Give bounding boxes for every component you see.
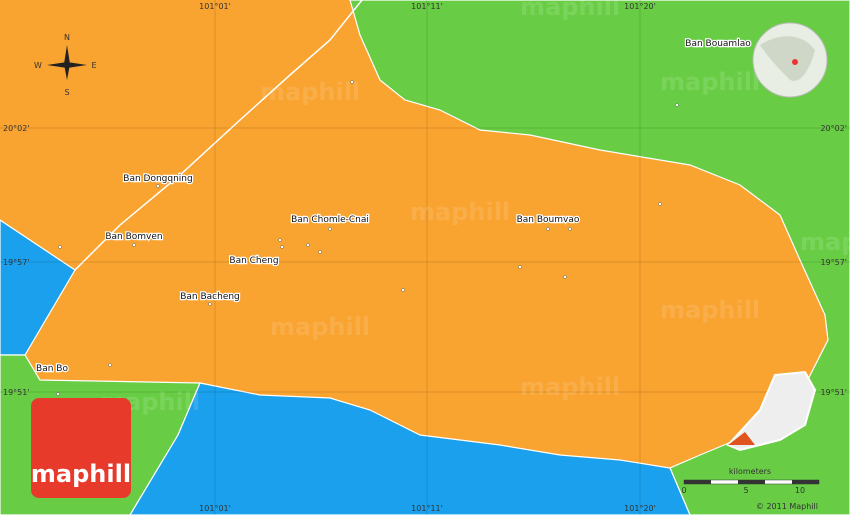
logo-text[interactable]: maphill [31, 460, 131, 488]
scale-tick: 10 [795, 486, 805, 495]
settlement-dot [401, 288, 405, 292]
watermark: maphill [270, 313, 370, 341]
coord-label: 101°01' [199, 504, 231, 513]
globe [752, 22, 828, 98]
settlement-dot [518, 265, 522, 269]
place-dot [546, 227, 550, 231]
scale-bar [683, 479, 820, 485]
scale-tick: 5 [743, 486, 748, 495]
watermark: maphill [260, 78, 360, 106]
scale-unit: kilometers [729, 467, 771, 476]
watermark: maphill [410, 198, 510, 226]
place-label: Ban Chomle-Cnai [291, 215, 369, 225]
water [129, 382, 691, 515]
watermark: maphill [520, 0, 620, 21]
place-dot [132, 243, 136, 247]
coord-label: 19°51' [820, 388, 847, 397]
settlement-dot [318, 250, 322, 254]
copyright: © 2011 Maphill [756, 502, 818, 511]
place-dot [56, 392, 60, 396]
coord-label: 19°57' [820, 258, 847, 267]
inset [726, 370, 817, 452]
place-dot [328, 227, 332, 231]
place-label: Ban Bouamlao [685, 39, 751, 49]
settlement-dot [350, 80, 354, 84]
scale-tick: 0 [681, 486, 686, 495]
watermark: maphill [660, 68, 760, 96]
place-label: Ban Bo [36, 364, 68, 374]
coord-label: 101°11' [411, 2, 443, 11]
coord-label: 19°57' [3, 258, 30, 267]
place-label: Ban Dongqning [123, 174, 192, 184]
place-dot [156, 184, 160, 188]
logo[interactable] [31, 398, 131, 498]
compass: N S W E [34, 33, 96, 97]
settlement-dot [108, 363, 112, 367]
place-dot [280, 245, 284, 249]
settlement-dot [278, 238, 282, 242]
watermark: maphill [800, 228, 850, 256]
settlement-dot [306, 243, 310, 247]
coord-label: 19°51' [3, 388, 30, 397]
place-dot [675, 103, 679, 107]
settlement-dot [563, 275, 567, 279]
compass-w: W [34, 61, 42, 70]
place-label: Ban Cheng [229, 256, 278, 266]
coord-label: 20°02' [3, 124, 30, 133]
settlement-dot [568, 227, 572, 231]
coord-label: 101°11' [411, 504, 443, 513]
compass-n: N [64, 33, 70, 42]
place-label: Ban Bomven [105, 232, 162, 242]
coord-label: 101°20' [624, 504, 656, 513]
place-label: Ban Bacheng [180, 292, 240, 302]
coord-label: 20°02' [820, 124, 847, 133]
settlement-dot [658, 202, 662, 206]
border [74, 0, 363, 271]
compass-s: S [64, 88, 69, 97]
watermark: maphill [520, 373, 620, 401]
coord-label: 101°20' [624, 2, 656, 11]
watermark: maphill [660, 296, 760, 324]
compass-e: E [91, 61, 96, 70]
settlement-dot [58, 245, 62, 249]
coord-label: 101°01' [199, 2, 231, 11]
place-label: Ban Boumvao [517, 215, 580, 225]
place-dot [208, 302, 212, 306]
